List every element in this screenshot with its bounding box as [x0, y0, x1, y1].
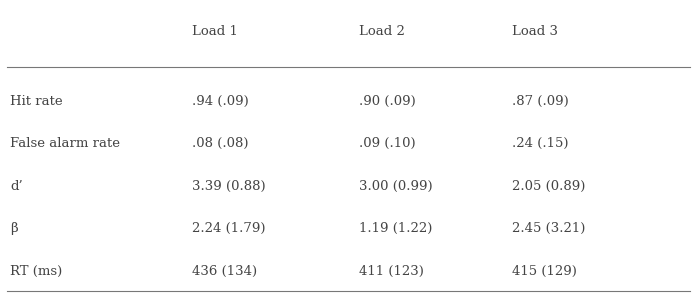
Text: 2.05 (0.89): 2.05 (0.89)	[512, 180, 585, 193]
Text: Load 2: Load 2	[359, 25, 405, 38]
Text: 411 (123): 411 (123)	[359, 265, 424, 278]
Text: Load 1: Load 1	[192, 25, 238, 38]
Text: .08 (.08): .08 (.08)	[192, 138, 248, 150]
Text: .87 (.09): .87 (.09)	[512, 95, 569, 108]
Text: .24 (.15): .24 (.15)	[512, 138, 569, 150]
Text: RT (ms): RT (ms)	[10, 265, 63, 278]
Text: Load 3: Load 3	[512, 25, 558, 38]
Text: False alarm rate: False alarm rate	[10, 138, 121, 150]
Text: 436 (134): 436 (134)	[192, 265, 256, 278]
Text: 2.24 (1.79): 2.24 (1.79)	[192, 222, 265, 235]
Text: .90 (.09): .90 (.09)	[359, 95, 415, 108]
Text: β: β	[10, 222, 18, 235]
Text: .94 (.09): .94 (.09)	[192, 95, 248, 108]
Text: 3.00 (0.99): 3.00 (0.99)	[359, 180, 433, 193]
Text: 2.45 (3.21): 2.45 (3.21)	[512, 222, 585, 235]
Text: 3.39 (0.88): 3.39 (0.88)	[192, 180, 266, 193]
Text: d’: d’	[10, 180, 23, 193]
Text: 415 (129): 415 (129)	[512, 265, 577, 278]
Text: 1.19 (1.22): 1.19 (1.22)	[359, 222, 432, 235]
Text: Hit rate: Hit rate	[10, 95, 63, 108]
Text: .09 (.10): .09 (.10)	[359, 138, 415, 150]
